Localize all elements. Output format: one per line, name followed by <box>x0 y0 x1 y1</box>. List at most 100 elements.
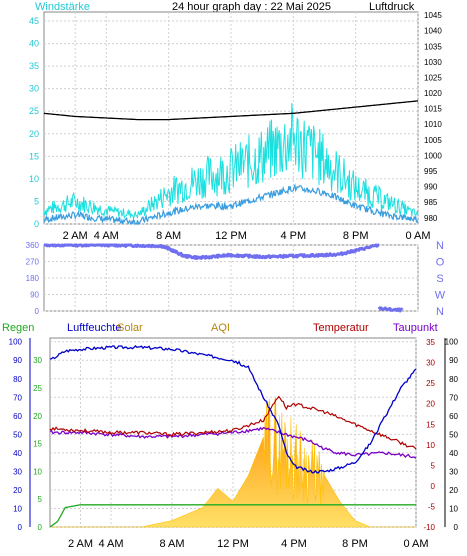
pressure-tick-label: 1030 <box>424 58 442 67</box>
pressure-tick-label: 1045 <box>424 11 442 20</box>
humidity-tick-label: 10 <box>13 504 22 513</box>
wind-tick-label: 5 <box>34 196 39 206</box>
direction-panel-grid <box>44 244 419 312</box>
time-tick-label: 8 AM <box>156 230 181 242</box>
aqi-tick-label: 20 <box>449 486 458 495</box>
temperatur-label: Temperatur <box>313 322 369 334</box>
regen-label: Regen <box>2 322 34 334</box>
pressure-tick-label: 1000 <box>424 151 442 160</box>
direction-panel-series <box>43 243 404 313</box>
solar-area <box>50 396 416 528</box>
pressure-tick-label: 1040 <box>424 27 442 36</box>
temperature-tick-label: 10 <box>426 441 435 450</box>
rain-tick-label: 20 <box>33 412 42 421</box>
rain-tick-label: 5 <box>38 495 43 504</box>
temperature-series-line <box>49 395 417 450</box>
humidity-tick-label: 0 <box>18 523 23 532</box>
humidity-tick-label: 40 <box>13 449 22 458</box>
rain-tick-label: 30 <box>33 356 42 365</box>
time-tick-label: 2 AM <box>68 538 93 550</box>
wind-series-line <box>43 183 419 226</box>
humidity-tick-label: 90 <box>13 356 22 365</box>
humidity-tick-label: 60 <box>13 412 22 421</box>
rain-tick-label: 10 <box>33 467 42 476</box>
wind-panel-axes: 0510152025303540459809859909951000100510… <box>29 11 442 242</box>
aqi-tick-label: 80 <box>449 375 458 384</box>
pressure-series-line <box>43 100 419 121</box>
wind-direction-line <box>43 243 380 260</box>
pressure-tick-label: 1005 <box>424 136 442 145</box>
compass-letter: O <box>436 257 445 269</box>
pressure-tick-label: 1015 <box>424 105 442 114</box>
direction-tick-label: 0 <box>35 307 40 316</box>
direction-tick-label: 270 <box>26 258 40 267</box>
luftdruck-label: Luftdruck <box>369 1 415 13</box>
rain-series-line <box>49 504 416 528</box>
time-tick-label: 4 PM <box>280 230 306 242</box>
aqi-label: AQI <box>211 322 230 334</box>
wind-tick-label: 35 <box>29 61 39 71</box>
direction-tick-label: 90 <box>30 291 39 300</box>
humidity-tick-label: 20 <box>13 486 22 495</box>
time-tick-label: 8 PM <box>342 538 368 550</box>
climate-panel-series <box>49 344 417 528</box>
wind-tick-label: 0 <box>34 219 39 229</box>
luftfeuchte-label: Luftfeuchte <box>67 322 121 334</box>
climate-panel-axes: 0102030405060708090100051015202530-10-50… <box>9 338 459 550</box>
time-tick-label: 8 PM <box>343 230 369 242</box>
taupunkt-label: Taupunkt <box>393 322 438 334</box>
pressure-tick-label: 985 <box>424 198 438 207</box>
pressure-tick-label: 990 <box>424 183 438 192</box>
pressure-tick-label: 1025 <box>424 73 442 82</box>
direction-tick-label: 180 <box>26 274 40 283</box>
pressure-tick-label: 995 <box>424 167 438 176</box>
temperature-tick-label: 20 <box>426 400 435 409</box>
time-tick-label: 4 AM <box>98 538 123 550</box>
temperature-tick-label: 5 <box>431 461 436 470</box>
time-tick-label: 4 AM <box>94 230 119 242</box>
time-tick-label: 12 PM <box>215 230 247 242</box>
wind-tick-label: 25 <box>29 106 39 116</box>
gust-series-line <box>43 103 419 221</box>
time-tick-label: 2 AM <box>63 230 88 242</box>
rain-tick-label: 15 <box>33 440 42 449</box>
temperature-tick-label: -5 <box>428 502 436 511</box>
aqi-tick-label: 10 <box>449 504 458 513</box>
temperature-tick-label: 30 <box>426 359 435 368</box>
time-tick-label: 0 AM <box>403 538 428 550</box>
compass-letter: S <box>436 273 443 285</box>
wind-tick-label: 45 <box>29 16 39 26</box>
pressure-tick-label: 1010 <box>424 120 442 129</box>
temperature-tick-label: -10 <box>423 523 435 532</box>
direction-tick-label: 360 <box>26 241 40 250</box>
aqi-tick-label: 30 <box>449 467 458 476</box>
chart-title: 24 hour graph day : 22 Mai 2025 <box>172 1 331 13</box>
aqi-tick-label: 100 <box>445 338 459 347</box>
rain-tick-label: 25 <box>33 384 42 393</box>
compass-letter: N <box>436 306 444 318</box>
humidity-series-line <box>49 344 417 474</box>
rain-tick-label: 0 <box>38 523 43 532</box>
aqi-tick-label: 90 <box>449 356 458 365</box>
pressure-tick-label: 980 <box>424 214 438 223</box>
wind-tick-label: 10 <box>29 174 39 184</box>
humidity-tick-label: 30 <box>13 467 22 476</box>
time-tick-label: 8 AM <box>159 538 184 550</box>
wind-tick-label: 20 <box>29 129 39 139</box>
temperature-tick-label: 25 <box>426 379 435 388</box>
wind-tick-label: 40 <box>29 39 39 49</box>
time-tick-label: 0 AM <box>405 230 430 242</box>
wind-tick-label: 30 <box>29 84 39 94</box>
time-tick-label: 4 PM <box>281 538 307 550</box>
windstaerke-label: Windstärke <box>35 1 90 13</box>
wind-direction-line <box>377 306 404 313</box>
aqi-tick-label: 60 <box>449 412 458 421</box>
wind-tick-label: 15 <box>29 151 39 161</box>
humidity-tick-label: 100 <box>9 338 23 347</box>
compass-letter: N <box>436 240 444 252</box>
humidity-tick-label: 50 <box>13 430 22 439</box>
aqi-tick-label: 70 <box>449 393 458 402</box>
temperature-tick-label: 0 <box>431 482 436 491</box>
